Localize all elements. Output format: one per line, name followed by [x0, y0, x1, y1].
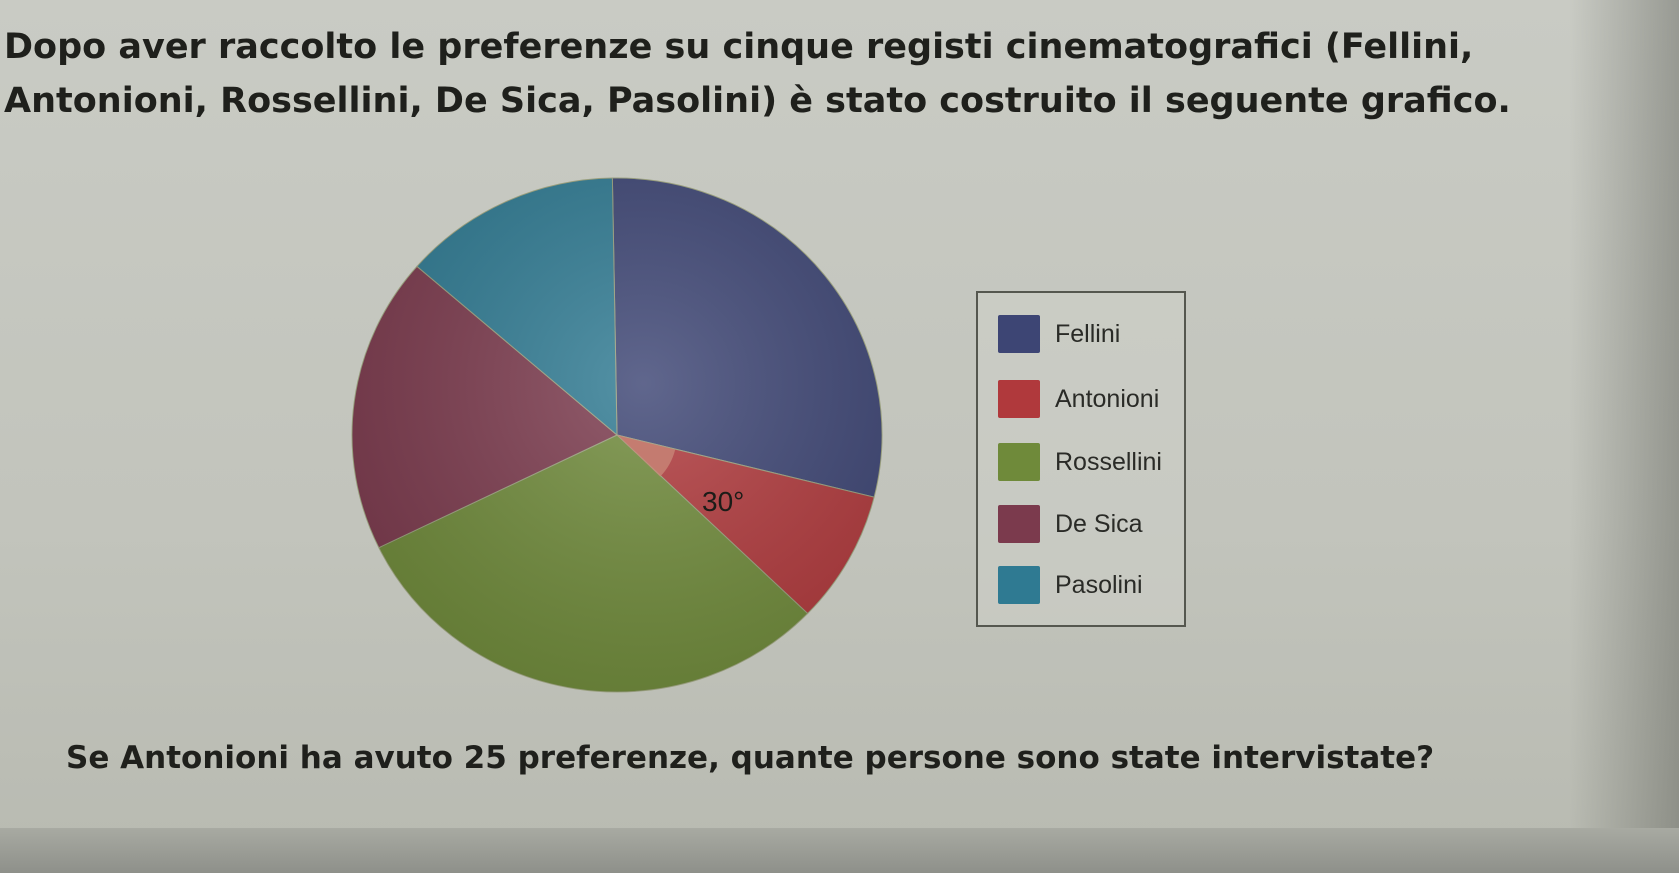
legend-swatch-antonioni [998, 380, 1040, 418]
legend-swatch-fellini [998, 315, 1040, 353]
angle-label: 30° [702, 486, 744, 518]
legend-label-rossellini: Rossellini [1055, 448, 1162, 477]
legend-item-pasolini: Pasolini [998, 564, 1143, 606]
legend-label-desica: De Sica [1055, 510, 1143, 539]
legend-item-fellini: Fellini [998, 313, 1120, 355]
legend: Fellini Antonioni Rossellini De Sica Pas… [976, 291, 1186, 627]
legend-swatch-desica [998, 505, 1040, 543]
legend-label-pasolini: Pasolini [1055, 571, 1143, 600]
legend-item-antonioni: Antonioni [998, 378, 1159, 420]
legend-item-rossellini: Rossellini [998, 441, 1162, 483]
legend-label-antonioni: Antonioni [1055, 385, 1159, 414]
legend-item-desica: De Sica [998, 503, 1143, 545]
legend-label-fellini: Fellini [1055, 320, 1120, 349]
legend-swatch-rossellini [998, 443, 1040, 481]
prompt-text: Se Antonioni ha avuto 25 preferenze, qua… [66, 740, 1566, 776]
legend-swatch-pasolini [998, 566, 1040, 604]
